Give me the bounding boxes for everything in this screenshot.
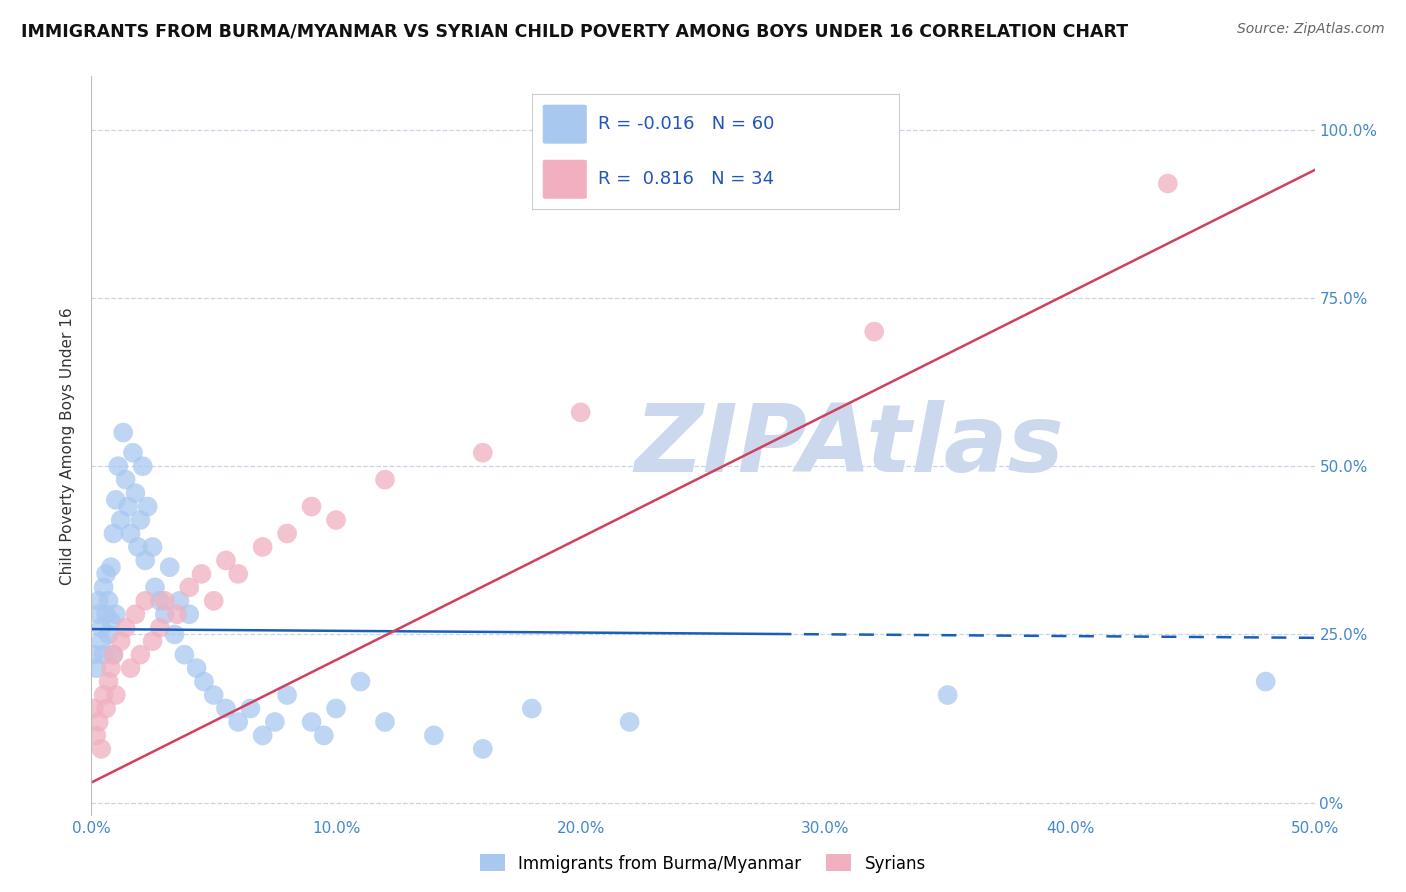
Point bbox=[87, 607, 110, 622]
Point bbox=[136, 500, 159, 514]
Point bbox=[423, 728, 446, 742]
Text: IMMIGRANTS FROM BURMA/MYANMAR VS SYRIAN CHILD POVERTY AMONG BOYS UNDER 16 CORREL: IMMIGRANTS FROM BURMA/MYANMAR VS SYRIAN … bbox=[21, 22, 1128, 40]
Point bbox=[93, 688, 115, 702]
Point bbox=[114, 473, 136, 487]
Point bbox=[129, 513, 152, 527]
Point bbox=[94, 701, 117, 715]
Point bbox=[149, 594, 172, 608]
Point bbox=[107, 459, 129, 474]
Point bbox=[349, 674, 371, 689]
Point bbox=[100, 560, 122, 574]
Point bbox=[325, 513, 347, 527]
Point bbox=[215, 701, 238, 715]
Point bbox=[83, 648, 105, 662]
Point bbox=[239, 701, 262, 715]
Point bbox=[619, 714, 641, 729]
Text: ZIPAtlas: ZIPAtlas bbox=[636, 400, 1064, 492]
Point bbox=[215, 553, 238, 567]
Point bbox=[103, 648, 125, 662]
Point bbox=[226, 714, 249, 729]
Y-axis label: Child Poverty Among Boys Under 16: Child Poverty Among Boys Under 16 bbox=[60, 307, 76, 585]
Point bbox=[163, 627, 186, 641]
Point bbox=[202, 594, 225, 608]
Point bbox=[117, 500, 139, 514]
Point bbox=[134, 594, 156, 608]
Point bbox=[936, 688, 959, 702]
Point bbox=[90, 634, 112, 648]
Point bbox=[120, 661, 142, 675]
Point bbox=[301, 500, 323, 514]
Point bbox=[1157, 177, 1180, 191]
Point bbox=[110, 634, 132, 648]
Point bbox=[83, 701, 105, 715]
Point bbox=[186, 661, 208, 675]
Point bbox=[134, 553, 156, 567]
Point bbox=[124, 607, 146, 622]
Point bbox=[1254, 674, 1277, 689]
Point bbox=[312, 728, 335, 742]
Point bbox=[100, 661, 122, 675]
Point bbox=[276, 688, 298, 702]
Point bbox=[84, 728, 107, 742]
Point bbox=[122, 446, 145, 460]
Point bbox=[190, 566, 212, 581]
Point bbox=[193, 674, 215, 689]
Point bbox=[87, 714, 110, 729]
Point bbox=[124, 486, 146, 500]
Point bbox=[129, 648, 152, 662]
Point bbox=[103, 526, 125, 541]
Point bbox=[166, 607, 188, 622]
Point bbox=[94, 566, 117, 581]
Point bbox=[93, 648, 115, 662]
Point bbox=[301, 714, 323, 729]
Point bbox=[132, 459, 155, 474]
Point bbox=[87, 594, 110, 608]
Point bbox=[120, 526, 142, 541]
Point bbox=[569, 405, 592, 419]
Point bbox=[90, 742, 112, 756]
Point bbox=[97, 627, 120, 641]
Point bbox=[104, 492, 127, 507]
Point bbox=[110, 513, 132, 527]
Point bbox=[325, 701, 347, 715]
Point bbox=[252, 728, 274, 742]
Point bbox=[104, 607, 127, 622]
Point bbox=[202, 688, 225, 702]
Point bbox=[97, 594, 120, 608]
Point bbox=[173, 648, 195, 662]
Point bbox=[90, 621, 112, 635]
Point bbox=[153, 594, 176, 608]
Point bbox=[104, 688, 127, 702]
Point bbox=[471, 742, 494, 756]
Point bbox=[112, 425, 135, 440]
Point bbox=[276, 526, 298, 541]
Point bbox=[264, 714, 287, 729]
Text: Source: ZipAtlas.com: Source: ZipAtlas.com bbox=[1237, 22, 1385, 37]
Point bbox=[863, 325, 886, 339]
Point bbox=[143, 580, 166, 594]
Point bbox=[169, 594, 191, 608]
Point bbox=[179, 580, 201, 594]
Point bbox=[149, 621, 172, 635]
Point bbox=[84, 661, 107, 675]
Point bbox=[374, 714, 396, 729]
Point bbox=[141, 540, 163, 554]
Point bbox=[226, 566, 249, 581]
Point bbox=[520, 701, 543, 715]
Point bbox=[114, 621, 136, 635]
Point bbox=[159, 560, 181, 574]
Point bbox=[471, 446, 494, 460]
Point bbox=[127, 540, 149, 554]
Point bbox=[179, 607, 201, 622]
Legend: Immigrants from Burma/Myanmar, Syrians: Immigrants from Burma/Myanmar, Syrians bbox=[474, 847, 932, 880]
Point bbox=[374, 473, 396, 487]
Point bbox=[100, 614, 122, 628]
Point bbox=[93, 580, 115, 594]
Point bbox=[97, 674, 120, 689]
Point bbox=[94, 607, 117, 622]
Point bbox=[252, 540, 274, 554]
Point bbox=[141, 634, 163, 648]
Point bbox=[153, 607, 176, 622]
Point bbox=[103, 648, 125, 662]
